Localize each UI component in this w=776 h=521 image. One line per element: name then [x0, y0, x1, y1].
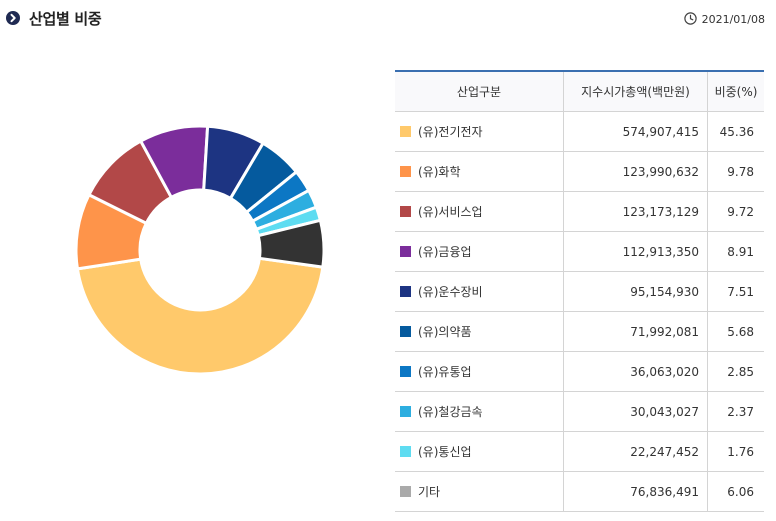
weight-cell: 8.91	[707, 231, 764, 272]
category-cell: (유)화학	[395, 151, 564, 192]
weight-cell: 7.51	[707, 271, 764, 312]
category-label: 기타	[418, 485, 441, 499]
date-text: 2021/01/08	[701, 13, 765, 26]
donut-slice[interactable]	[75, 256, 325, 376]
donut-chart-svg	[74, 124, 326, 376]
table-row: (유)화학 123,990,632 9.78	[395, 151, 764, 192]
column-header-category: 산업구분	[395, 71, 564, 112]
page-title: 산업별 비중	[29, 10, 102, 28]
date-display: 2021/01/08	[683, 10, 765, 29]
market-cap-cell: 22,247,452	[563, 431, 708, 472]
clock-icon	[683, 10, 697, 29]
market-cap-cell: 71,992,081	[563, 311, 708, 352]
market-cap-cell: 123,990,632	[563, 151, 708, 192]
legend-swatch	[400, 326, 411, 337]
category-label: (유)유통업	[418, 365, 472, 379]
table-row: (유)통신업 22,247,452 1.76	[395, 431, 764, 472]
legend-swatch	[400, 286, 411, 297]
category-label: (유)통신업	[418, 445, 472, 459]
table-header-row: 산업구분 지수시가총액(백만원) 비중(%)	[395, 71, 764, 112]
table-row: 기타 76,836,491 6.06	[395, 471, 764, 512]
table-row: (유)운수장비 95,154,930 7.51	[395, 271, 764, 312]
market-cap-cell: 76,836,491	[563, 471, 708, 512]
donut-chart	[60, 110, 340, 390]
category-cell: (유)금융업	[395, 231, 564, 272]
market-cap-cell: 95,154,930	[563, 271, 708, 312]
table-row: (유)유통업 36,063,020 2.85	[395, 351, 764, 392]
market-cap-cell: 112,913,350	[563, 231, 708, 272]
market-cap-cell: 36,063,020	[563, 351, 708, 392]
category-cell: (유)의약품	[395, 311, 564, 352]
table-row: (유)철강금속 30,043,027 2.37	[395, 391, 764, 432]
weight-cell: 45.36	[707, 111, 764, 152]
legend-swatch	[400, 486, 411, 497]
weight-cell: 1.76	[707, 431, 764, 472]
weight-cell: 2.85	[707, 351, 764, 392]
category-label: (유)전기전자	[418, 125, 483, 139]
category-label: (유)금융업	[418, 245, 472, 259]
table-row: (유)금융업 112,913,350 8.91	[395, 231, 764, 272]
industry-table: 산업구분 지수시가총액(백만원) 비중(%) (유)전기전자 574,907,41…	[395, 70, 764, 512]
category-cell: (유)운수장비	[395, 271, 564, 312]
table-row: (유)의약품 71,992,081 5.68	[395, 311, 764, 352]
legend-swatch	[400, 206, 411, 217]
category-label: (유)의약품	[418, 325, 472, 339]
legend-swatch	[400, 366, 411, 377]
category-cell: (유)서비스업	[395, 191, 564, 232]
legend-swatch	[400, 246, 411, 257]
legend-swatch	[400, 446, 411, 457]
category-cell: 기타	[395, 471, 564, 512]
weight-cell: 9.78	[707, 151, 764, 192]
chevron-right-icon	[6, 11, 20, 25]
category-label: (유)화학	[418, 165, 461, 179]
category-cell: (유)철강금속	[395, 391, 564, 432]
weight-cell: 5.68	[707, 311, 764, 352]
table-row: (유)서비스업 123,173,129 9.72	[395, 191, 764, 232]
category-label: (유)철강금속	[418, 405, 483, 419]
column-header-weight: 비중(%)	[707, 71, 764, 112]
category-cell: (유)통신업	[395, 431, 564, 472]
weight-cell: 6.06	[707, 471, 764, 512]
table-row: (유)전기전자 574,907,415 45.36	[395, 111, 764, 152]
weight-cell: 9.72	[707, 191, 764, 232]
legend-swatch	[400, 406, 411, 417]
weight-cell: 2.37	[707, 391, 764, 432]
category-label: (유)서비스업	[418, 205, 483, 219]
legend-swatch	[400, 126, 411, 137]
column-header-market-cap: 지수시가총액(백만원)	[563, 71, 708, 112]
category-cell: (유)전기전자	[395, 111, 564, 152]
category-cell: (유)유통업	[395, 351, 564, 392]
category-label: (유)운수장비	[418, 285, 483, 299]
donut-slice[interactable]	[256, 218, 326, 269]
market-cap-cell: 123,173,129	[563, 191, 708, 232]
market-cap-cell: 574,907,415	[563, 111, 708, 152]
legend-swatch	[400, 166, 411, 177]
market-cap-cell: 30,043,027	[563, 391, 708, 432]
